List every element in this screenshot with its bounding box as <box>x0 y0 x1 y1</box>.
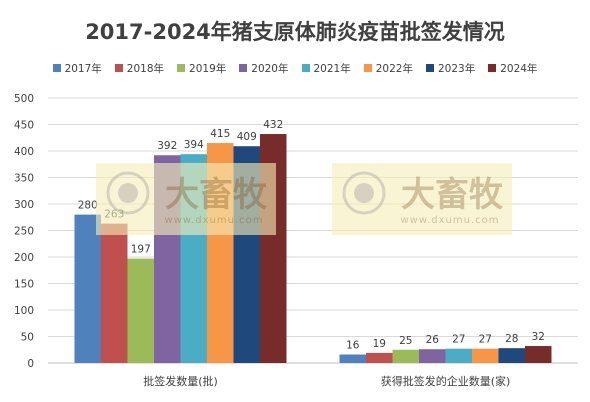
legend-item: 2024年 <box>488 61 537 76</box>
bar <box>392 349 419 363</box>
legend-item: 2018年 <box>114 61 165 76</box>
legend: 2017年 2018年 2019年 2020年 2021年 2022年 2023年 2024年 <box>0 60 590 76</box>
y-tick-label: 150 <box>14 279 34 291</box>
legend-item: 2019年 <box>177 61 226 76</box>
x-axis-category-labels: 批签发数量(批) 获得批签发的企业数量(家) <box>143 374 510 388</box>
bar <box>498 348 525 363</box>
watermark-text: 大畜牧 <box>165 175 268 215</box>
bar <box>366 352 393 363</box>
y-tick-label: 450 <box>14 120 34 132</box>
legend-swatch <box>239 64 248 72</box>
watermark-logo-icon <box>342 171 386 215</box>
legend-swatch <box>425 64 434 72</box>
legend-swatch <box>114 64 123 72</box>
x-category-label: 获得批签发的企业数量(家) <box>381 374 511 388</box>
y-tick-label: 0 <box>27 358 34 370</box>
data-label: 25 <box>399 335 412 347</box>
legend-label: 2024年 <box>500 62 538 75</box>
bar <box>445 348 472 363</box>
y-axis-tick-labels: 0 50 100 150 200 250 300 350 400 450 500 <box>14 93 34 370</box>
watermark-logo-dot-icon <box>118 183 138 203</box>
data-label: 409 <box>237 131 257 143</box>
data-label: 27 <box>452 334 465 346</box>
legend-item: 2023年 <box>425 61 476 76</box>
bar <box>74 214 101 363</box>
chart-title: 2017-2024年猪支原体肺炎疫苗批签发情况 <box>85 20 505 44</box>
data-label: 26 <box>426 334 440 346</box>
legend-swatch <box>52 64 61 72</box>
watermark-logo-icon <box>106 171 150 215</box>
watermark-logo-dot-icon <box>354 183 374 203</box>
watermark-url: www.dxumu.com <box>164 215 263 226</box>
data-label: 28 <box>505 333 518 345</box>
legend-item: 2021年 <box>301 61 351 76</box>
bar <box>127 258 154 363</box>
watermark-url: www.dxumu.com <box>400 215 499 226</box>
data-label: 16 <box>346 340 360 352</box>
bar <box>101 223 128 363</box>
legend-item: 2017年 <box>52 61 102 76</box>
bars: 2802631973923944154094321619252627272832 <box>74 119 552 363</box>
y-tick-label: 50 <box>21 332 34 344</box>
data-label: 394 <box>184 139 204 151</box>
y-tick-label: 400 <box>14 146 34 158</box>
data-label: 415 <box>210 128 230 140</box>
data-label: 19 <box>373 338 386 350</box>
legend-label: 2017年 <box>64 62 102 75</box>
data-label: 27 <box>479 334 492 346</box>
bar <box>525 346 552 363</box>
bar <box>472 348 499 363</box>
data-label: 197 <box>131 244 151 256</box>
data-label: 432 <box>263 119 283 131</box>
bar <box>339 354 366 363</box>
legend-swatch <box>301 64 310 72</box>
x-category-label: 批签发数量(批) <box>143 374 218 388</box>
y-tick-label: 500 <box>14 93 34 105</box>
y-tick-label: 100 <box>14 305 34 317</box>
legend-label: 2018年 <box>126 62 165 75</box>
y-tick-label: 300 <box>14 199 34 211</box>
legend-swatch <box>488 64 497 72</box>
legend-swatch <box>177 64 186 72</box>
legend-item: 2022年 <box>363 61 413 76</box>
y-tick-label: 250 <box>14 226 34 238</box>
y-tick-label: 200 <box>14 252 34 264</box>
legend-swatch <box>363 64 372 72</box>
legend-label: 2019年 <box>189 62 227 75</box>
legend-label: 2023年 <box>437 62 476 75</box>
data-label: 392 <box>157 140 177 152</box>
legend-item: 2020年 <box>239 61 289 76</box>
legend-label: 2020年 <box>251 62 289 75</box>
data-label: 280 <box>78 200 98 212</box>
legend-label: 2022年 <box>375 62 413 75</box>
y-tick-label: 350 <box>14 173 34 185</box>
bar <box>419 349 446 363</box>
data-label: 32 <box>532 331 545 343</box>
legend-label: 2021年 <box>313 62 351 75</box>
watermark-text: 大畜牧 <box>401 175 504 215</box>
